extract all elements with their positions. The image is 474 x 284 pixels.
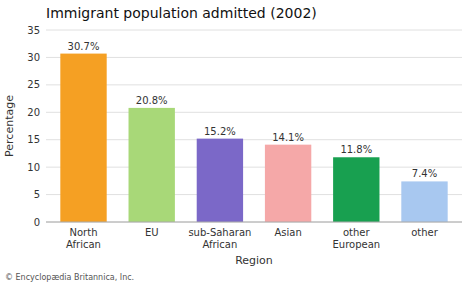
data-label: 7.4% bbox=[412, 168, 437, 179]
y-tick-label: 25 bbox=[27, 79, 40, 90]
data-label: 30.7% bbox=[68, 41, 100, 52]
grid-line bbox=[46, 30, 462, 31]
grid-line bbox=[46, 167, 462, 168]
y-tick-label: 30 bbox=[27, 52, 40, 63]
y-tick-label: 5 bbox=[34, 189, 40, 200]
data-label: 11.8% bbox=[340, 144, 372, 155]
bar bbox=[401, 181, 447, 222]
x-tick-label: Asian bbox=[274, 227, 301, 238]
y-tick-label: 10 bbox=[27, 162, 40, 173]
chart: Immigrant population admitted (2002) 0 5 10… bbox=[0, 0, 474, 284]
grid-line bbox=[46, 57, 462, 58]
y-tick-label: 35 bbox=[27, 25, 40, 36]
grid-line bbox=[46, 194, 462, 195]
chart-container: Immigrant population admitted (2002) 0 5 10… bbox=[0, 0, 474, 284]
data-label: 20.8% bbox=[136, 95, 168, 106]
bar bbox=[129, 108, 175, 222]
grid-line bbox=[46, 84, 462, 85]
x-tick-label: EU bbox=[145, 227, 159, 238]
x-axis-label: Region bbox=[235, 254, 273, 267]
bar bbox=[197, 139, 243, 222]
y-tick-label: 0 bbox=[34, 217, 40, 228]
bar bbox=[60, 54, 106, 222]
x-tick-label: otherEuropean bbox=[332, 227, 380, 250]
bar bbox=[333, 157, 379, 222]
x-axis-line bbox=[46, 222, 462, 223]
grid-line bbox=[46, 112, 462, 113]
x-tick-label: other bbox=[411, 227, 439, 238]
x-tick-label: NorthAfrican bbox=[66, 227, 101, 250]
bar bbox=[265, 145, 311, 222]
annotation: © Encyclopædia Britannica, Inc. bbox=[5, 273, 134, 282]
y-tick-label: 20 bbox=[27, 107, 40, 118]
data-label: 15.2% bbox=[204, 126, 236, 137]
y-tick-label: 15 bbox=[27, 134, 40, 145]
y-axis-label: Percentage bbox=[3, 95, 16, 157]
data-label: 14.1% bbox=[272, 132, 304, 143]
bars bbox=[60, 54, 447, 222]
x-tick-label: sub-SaharanAfrican bbox=[188, 227, 251, 250]
grid bbox=[46, 30, 462, 222]
title: Immigrant population admitted (2002) bbox=[46, 5, 317, 21]
grid-line bbox=[46, 222, 462, 223]
grid-line bbox=[46, 139, 462, 140]
